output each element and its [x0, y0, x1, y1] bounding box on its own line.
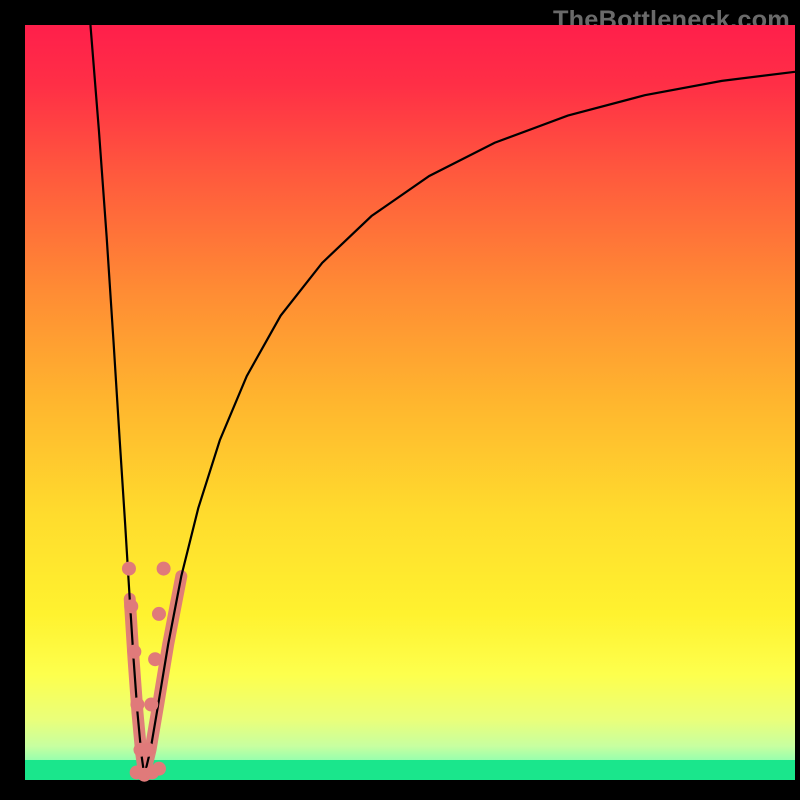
chart-plot-area: [25, 25, 795, 780]
chart-curve-right: [144, 72, 795, 776]
chart-curves-svg: [25, 25, 795, 780]
canvas-frame: TheBottleneck.com: [0, 0, 800, 800]
